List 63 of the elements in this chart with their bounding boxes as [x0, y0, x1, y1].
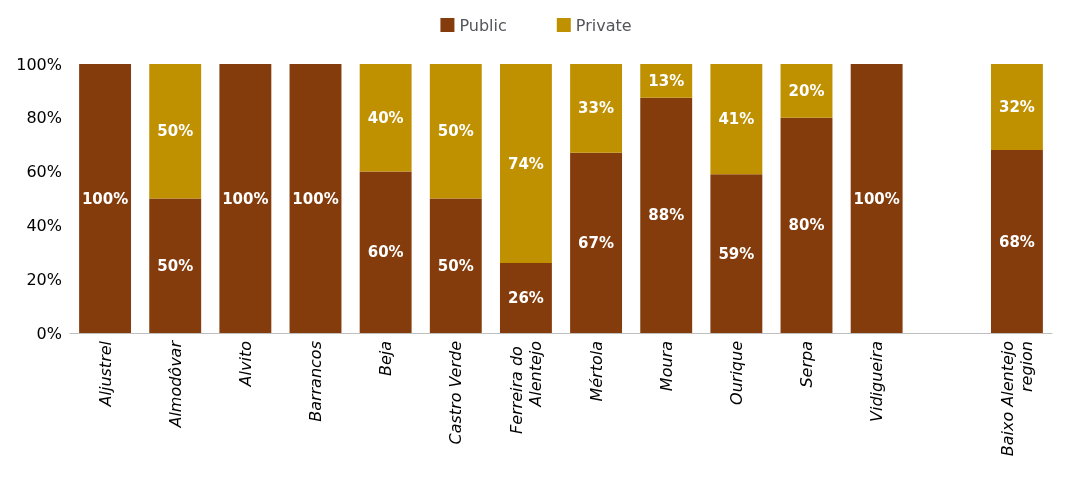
bar [149, 198, 202, 333]
data-label: 32% [998, 98, 1035, 117]
x-tick-label: Vidigueira [867, 341, 887, 422]
x-tick-label: Mértola [586, 341, 606, 402]
bar [570, 64, 623, 153]
data-label: 41% [718, 110, 755, 129]
data-label: 59% [718, 244, 755, 263]
y-tick-label: 60% [26, 162, 62, 182]
bar [990, 64, 1043, 151]
x-tick-label: Aljustrel [95, 340, 115, 408]
data-label: 13% [648, 71, 685, 90]
legend-label: Private [575, 15, 632, 35]
data-label: 74% [507, 154, 544, 173]
data-label: 88% [648, 206, 685, 225]
data-label: 67% [578, 233, 615, 252]
bar [640, 97, 693, 333]
bar [149, 64, 202, 199]
x-tick-label: Almodôvar [165, 339, 185, 429]
y-tick-label: 100% [16, 54, 62, 74]
bar [359, 64, 412, 172]
bar [429, 198, 482, 333]
data-label: 40% [367, 108, 404, 127]
x-tick-label: Moura [656, 341, 676, 392]
x-tick-label: Barrancos [306, 341, 325, 422]
data-label: 50% [157, 256, 194, 275]
data-label: 68% [998, 232, 1035, 251]
y-tick-label: 80% [26, 108, 62, 128]
data-label: 26% [507, 289, 544, 308]
data-label: 20% [788, 81, 825, 100]
x-tick-label: Ferreira do Alentejo [506, 340, 545, 434]
bar [850, 64, 903, 333]
x-tick-label: Ourique [726, 340, 746, 405]
x-tick-label: Serpa [797, 341, 816, 388]
bar [429, 64, 482, 199]
x-tick-label: Alvito [235, 340, 255, 388]
bar [499, 263, 552, 333]
data-label: 100% [292, 189, 339, 208]
data-label: 80% [788, 216, 825, 235]
bar [990, 150, 1043, 333]
bar [570, 152, 623, 333]
data-label: 100% [81, 189, 129, 208]
bar [780, 117, 833, 333]
x-tick-label: Castro Verde [446, 340, 466, 445]
data-label: 33% [578, 99, 615, 118]
bar [79, 64, 132, 333]
data-label: 50% [437, 256, 474, 275]
x-tick-label: Baixo Alentejo region [997, 340, 1036, 457]
bar [219, 64, 272, 333]
bar [710, 174, 763, 333]
data-label: 100% [853, 189, 900, 208]
bar [359, 171, 412, 333]
bar [289, 64, 342, 333]
y-tick-label: 0% [36, 323, 62, 343]
bar [710, 64, 763, 175]
y-tick-label: 20% [26, 269, 62, 289]
data-label: 50% [437, 122, 474, 141]
data-label: 60% [367, 243, 404, 262]
x-tick-label: Beja [376, 341, 396, 377]
data-label: 100% [222, 189, 269, 208]
legend-label: Public [459, 15, 507, 35]
y-tick-label: 40% [26, 215, 62, 235]
data-label: 50% [157, 122, 194, 141]
bar [499, 64, 552, 264]
